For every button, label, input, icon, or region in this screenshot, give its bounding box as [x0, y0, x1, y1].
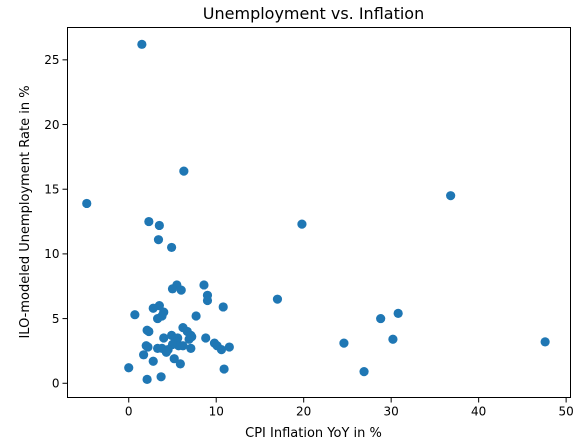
data-point-18: [148, 303, 158, 313]
data-point-22: [153, 313, 163, 324]
data-point-8: [167, 242, 177, 253]
y-tick-label: 20: [44, 118, 59, 132]
x-tick-label: 50: [558, 405, 573, 419]
data-point-55: [161, 347, 171, 357]
chart-title: Unemployment vs. Inflation: [203, 4, 424, 23]
data-point-4: [144, 216, 154, 227]
data-point-0: [137, 39, 147, 49]
x-tick-label: 40: [471, 405, 486, 419]
x-tick-label: 20: [296, 405, 311, 419]
x-tick-label: 30: [384, 405, 399, 419]
data-point-61: [219, 364, 229, 374]
data-point-36: [201, 333, 211, 343]
data-point-25: [191, 311, 201, 321]
y-tick-label: 10: [44, 247, 59, 261]
data-point-27: [142, 325, 152, 335]
data-point-15: [272, 294, 283, 304]
data-point-43: [143, 342, 153, 352]
data-point-6: [297, 219, 307, 229]
data-point-5: [154, 220, 164, 231]
data-point-58: [169, 354, 179, 364]
data-point-2: [82, 198, 92, 209]
y-tick-label: 15: [44, 183, 59, 197]
data-point-53: [388, 334, 398, 344]
data-point-47: [186, 343, 196, 353]
data-point-1: [179, 166, 189, 176]
data-point-14: [202, 295, 213, 306]
plot-area: [82, 39, 550, 384]
data-point-60: [124, 363, 134, 373]
data-point-24: [393, 308, 403, 319]
data-point-11: [167, 284, 178, 294]
data-point-3: [446, 191, 456, 201]
data-point-50: [216, 345, 227, 355]
plot-frame: [67, 27, 571, 398]
x-tick-label: 10: [209, 405, 224, 419]
axis-ticks: 0 10 20 30 40 50 0 5 10 15 20 25: [44, 53, 574, 418]
data-point-32: [159, 333, 169, 343]
data-point-10: [199, 280, 209, 290]
data-point-40: [178, 341, 188, 351]
data-point-23: [376, 313, 386, 324]
data-point-57: [148, 356, 158, 366]
data-point-59: [175, 359, 185, 369]
data-point-62: [359, 367, 369, 377]
data-point-54: [540, 337, 550, 347]
data-point-7: [153, 235, 164, 245]
y-tick-label: 5: [52, 312, 60, 326]
data-point-16: [218, 302, 228, 312]
data-point-52: [339, 338, 349, 348]
data-point-63: [156, 372, 166, 382]
data-point-64: [142, 374, 152, 384]
data-point-20: [130, 310, 140, 320]
data-point-37: [187, 332, 197, 342]
data-point-56: [139, 350, 149, 360]
y-tick-label: 0: [52, 377, 60, 391]
data-point-51: [224, 342, 234, 352]
y-axis-label: ILO-modeled Unemployment Rate in %: [18, 85, 33, 338]
y-tick-label: 25: [44, 53, 59, 67]
x-axis-label: CPI Inflation YoY in %: [245, 426, 382, 441]
data-point-12: [176, 285, 186, 295]
x-tick-label: 0: [125, 405, 133, 419]
